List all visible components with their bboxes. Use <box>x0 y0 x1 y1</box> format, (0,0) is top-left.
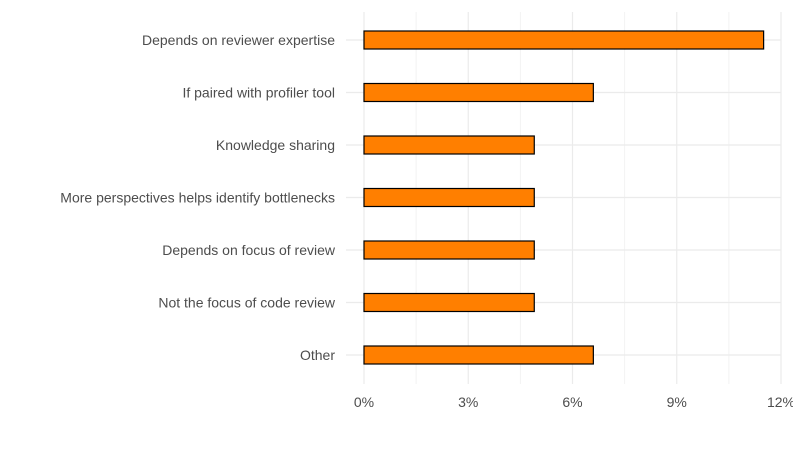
bars <box>363 30 765 365</box>
x-tick-label: 6% <box>562 394 582 410</box>
x-tick-label: 9% <box>667 394 687 410</box>
category-label: Depends on reviewer expertise <box>142 32 335 48</box>
category-label: More perspectives helps identify bottlen… <box>60 190 335 206</box>
category-labels: Depends on reviewer expertise If paired w… <box>60 32 336 363</box>
bar <box>363 292 535 313</box>
category-label: If paired with profiler tool <box>182 85 335 101</box>
bar <box>363 82 594 103</box>
bar <box>363 30 765 50</box>
x-tick-label: 3% <box>458 394 478 410</box>
bar <box>363 135 535 155</box>
x-tick-label: 12% <box>767 394 793 410</box>
category-label: Depends on focus of review <box>162 242 336 258</box>
category-label: Other <box>300 347 335 363</box>
category-label: Knowledge sharing <box>216 137 335 153</box>
x-tick-label: 0% <box>354 394 374 410</box>
x-axis-ticks: 0% 3% 6% 9% 12% <box>354 394 793 410</box>
category-label: Not the focus of code review <box>158 295 336 311</box>
bar <box>363 345 594 365</box>
bar <box>363 240 535 260</box>
bar <box>363 187 535 208</box>
